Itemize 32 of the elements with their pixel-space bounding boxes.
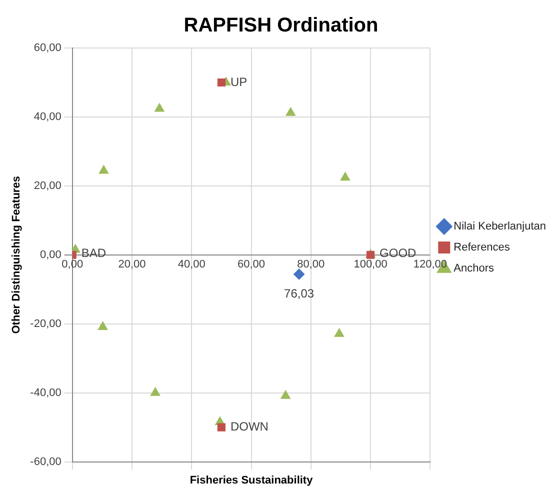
y-tick-label: -40,00 (30, 386, 62, 399)
point (98, 165, 109, 174)
legend-label: Anchors (454, 262, 495, 275)
x-tick-label: 40,00 (178, 258, 206, 270)
y-tick-label: -60,00 (30, 456, 62, 468)
y-tick-label: 40,00 (34, 111, 62, 123)
legend-label: Nilai Keberlanjutan (454, 220, 546, 233)
point (217, 423, 226, 432)
data-label: UP (230, 74, 248, 89)
point (286, 107, 296, 116)
y-tick-label: 60,00 (34, 42, 62, 54)
x-tick-label: 20,00 (118, 258, 146, 270)
annotation: 76,03 (284, 286, 314, 301)
point (334, 328, 344, 337)
y-axis-title: Other Distinguishing Features (10, 176, 23, 334)
point (150, 387, 160, 396)
point (340, 172, 350, 181)
y-tick-label: -20,00 (30, 318, 62, 330)
point (280, 390, 290, 399)
point (217, 78, 226, 87)
x-axis-title: Fisheries Sustainability (190, 474, 314, 486)
point (294, 268, 305, 280)
x-tick-label: 100,00 (354, 258, 388, 270)
x-tick-label: 60,00 (238, 258, 266, 270)
y-tick-label: 0,00 (40, 248, 62, 261)
y-tick-label: 20,00 (34, 180, 62, 192)
point (154, 103, 164, 112)
point (98, 321, 108, 330)
data-label: DOWN (230, 420, 268, 434)
legend-label: References (454, 242, 510, 254)
x-tick-label: 80,00 (297, 258, 325, 270)
chart-title: RAPFISH Ordination (184, 14, 378, 37)
